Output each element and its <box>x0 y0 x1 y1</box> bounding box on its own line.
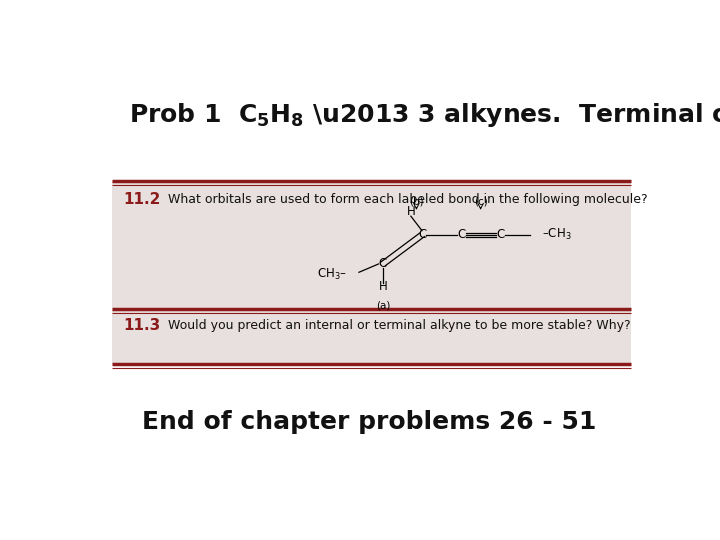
Text: 11.2: 11.2 <box>124 192 161 207</box>
Text: (b): (b) <box>409 197 424 207</box>
Text: H: H <box>407 206 415 219</box>
Text: Would you predict an internal or terminal alkyne to be more stable? Why?: Would you predict an internal or termina… <box>168 320 631 333</box>
Text: End of chapter problems 26 - 51: End of chapter problems 26 - 51 <box>142 410 596 434</box>
Text: H: H <box>379 280 387 293</box>
Text: C: C <box>418 228 426 241</box>
Text: 11.3: 11.3 <box>124 319 161 333</box>
Bar <box>112 181 631 364</box>
Text: C: C <box>379 258 387 271</box>
Text: Prob 1  $\mathregular{C_5H_8}$ \u2013 3 alkynes.  Terminal or internal?: Prob 1 $\mathregular{C_5H_8}$ \u2013 3 a… <box>129 100 720 129</box>
Text: C: C <box>457 228 465 241</box>
Text: What orbitals are used to form each labeled bond in the following molecule?: What orbitals are used to form each labe… <box>168 193 648 206</box>
Text: (c): (c) <box>474 197 487 207</box>
Text: (a): (a) <box>376 301 390 310</box>
Text: –CH$_3$: –CH$_3$ <box>542 227 572 242</box>
Text: CH$_3$–: CH$_3$– <box>317 267 347 282</box>
Text: C: C <box>496 228 504 241</box>
